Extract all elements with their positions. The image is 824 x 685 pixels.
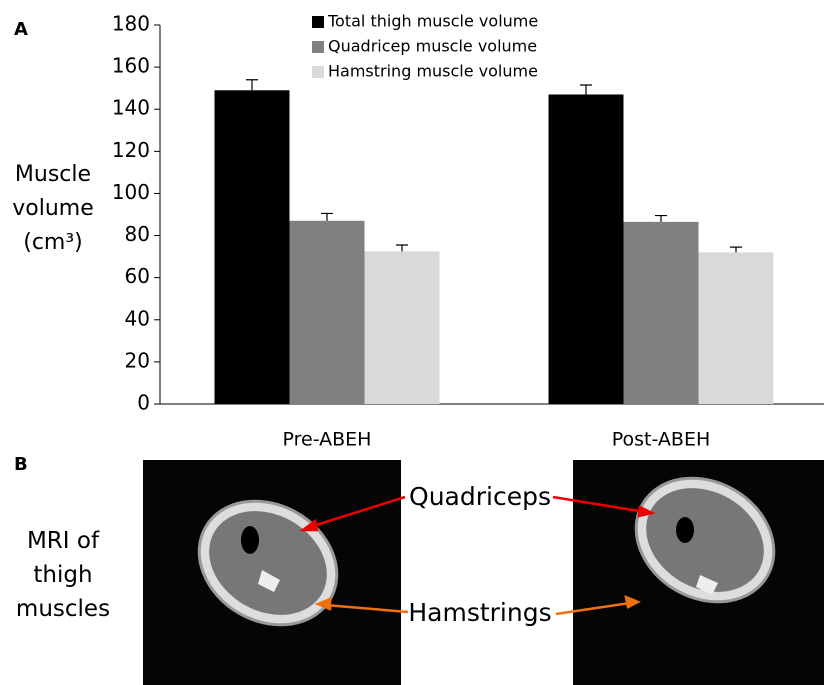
y-tick-label: 0 xyxy=(137,391,150,415)
legend-label: Total thigh muscle volume xyxy=(327,12,538,31)
error-bar xyxy=(730,246,742,253)
bar xyxy=(289,220,365,404)
bar xyxy=(623,221,699,404)
mri-image xyxy=(573,460,824,685)
legend-swatch xyxy=(312,66,324,78)
x-tick-label: Pre-ABEH xyxy=(283,429,372,451)
y-tick-label: 140 xyxy=(112,96,150,120)
error-bar xyxy=(396,244,408,252)
annotation: Hamstrings xyxy=(408,598,551,627)
x-tick-label: Post-ABEH xyxy=(612,429,711,451)
error-bar xyxy=(580,84,592,95)
y-axis-label: Muscle volume (cm³) xyxy=(12,162,94,255)
error-bar xyxy=(246,79,258,91)
legend-swatch xyxy=(312,16,324,28)
bar xyxy=(214,90,290,405)
annotation: Quadriceps xyxy=(409,482,551,511)
row-label: MRI of thigh muscles xyxy=(15,528,111,622)
panel-label: A xyxy=(14,19,28,40)
y-tick-label: 80 xyxy=(125,222,150,246)
legend-label: Quadricep muscle volume xyxy=(328,37,537,56)
mri-image xyxy=(143,460,401,685)
error-bar xyxy=(655,214,667,222)
arrow xyxy=(314,594,642,616)
legend-label: Hamstring muscle volume xyxy=(328,62,538,81)
y-tick-label: 60 xyxy=(125,264,150,288)
bar xyxy=(548,94,624,404)
bar xyxy=(698,252,774,404)
bar xyxy=(364,251,440,404)
error-bar xyxy=(321,212,333,221)
legend-swatch xyxy=(312,41,324,53)
y-tick-label: 20 xyxy=(125,348,150,372)
panel-label: B xyxy=(14,454,28,475)
arrow xyxy=(299,495,656,532)
y-tick-label: 160 xyxy=(112,54,150,78)
y-tick-label: 120 xyxy=(112,138,150,162)
y-tick-label: 40 xyxy=(125,306,150,330)
y-tick-label: 180 xyxy=(112,12,150,36)
y-tick-label: 100 xyxy=(112,180,150,204)
